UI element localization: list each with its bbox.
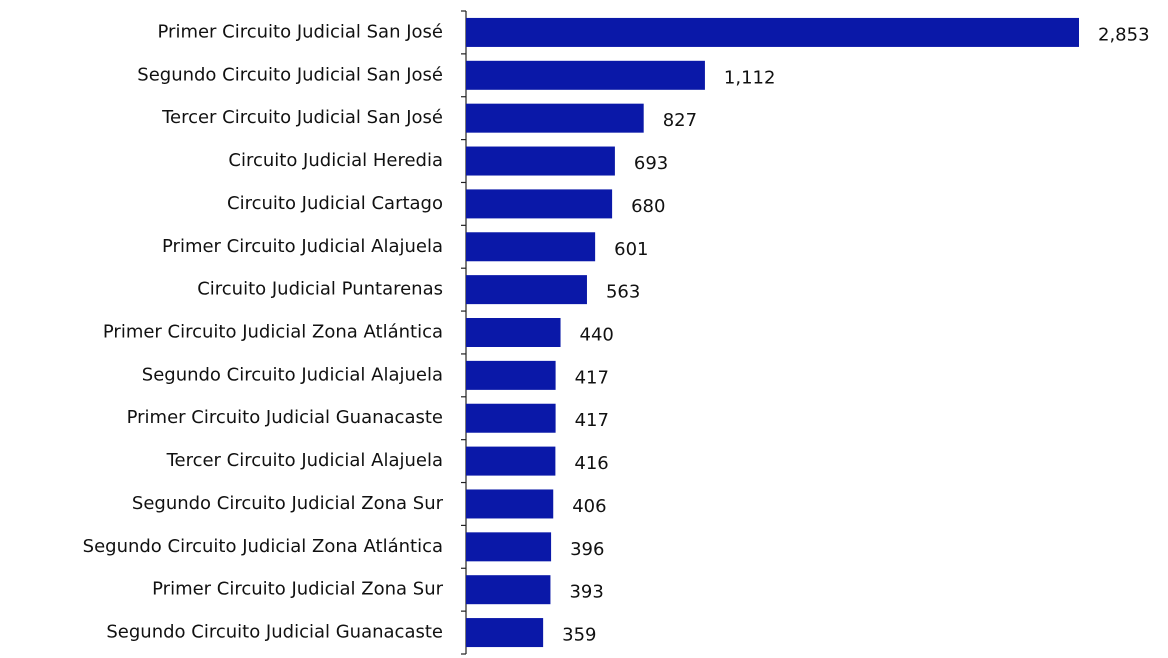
value-label: 359 bbox=[562, 625, 596, 646]
y-tick-label: Segundo Circuito Judicial San José bbox=[137, 64, 443, 85]
value-label: 563 bbox=[606, 282, 640, 303]
bar bbox=[466, 146, 615, 176]
bar bbox=[466, 532, 552, 562]
value-label: 416 bbox=[574, 453, 608, 474]
bar bbox=[466, 17, 1079, 47]
bar bbox=[466, 575, 551, 605]
value-label: 417 bbox=[575, 367, 609, 388]
y-tick-label: Primer Circuito Judicial Alajuela bbox=[162, 236, 443, 257]
value-label: 417 bbox=[575, 410, 609, 431]
bar bbox=[466, 318, 561, 347]
bar bbox=[466, 618, 544, 648]
y-tick-label: Primer Circuito Judicial Zona Sur bbox=[152, 579, 443, 600]
y-tick-label: Primer Circuito Judicial Guanacaste bbox=[127, 407, 443, 428]
bar bbox=[466, 60, 705, 90]
y-tick-label: Tercer Circuito Judicial San José bbox=[161, 107, 443, 128]
value-label: 693 bbox=[634, 153, 668, 174]
value-label: 440 bbox=[580, 325, 614, 346]
y-tick-label: Segundo Circuito Judicial Zona Sur bbox=[132, 493, 444, 514]
y-tick-label: Tercer Circuito Judicial Alajuela bbox=[166, 450, 443, 471]
value-label: 393 bbox=[569, 582, 603, 603]
y-tick-label: Primer Circuito Judicial San José bbox=[158, 21, 444, 42]
bar bbox=[466, 275, 587, 305]
bar bbox=[466, 446, 556, 476]
y-tick-label: Circuito Judicial Heredia bbox=[228, 150, 443, 171]
bar bbox=[466, 232, 596, 262]
y-tick-label: Segundo Circuito Judicial Alajuela bbox=[142, 364, 443, 385]
value-label: 396 bbox=[570, 539, 604, 560]
value-label: 680 bbox=[631, 196, 665, 217]
value-label: 2,853 bbox=[1098, 24, 1150, 45]
y-tick-label: Circuito Judicial Cartago bbox=[227, 193, 443, 214]
bar bbox=[466, 189, 613, 219]
value-label: 601 bbox=[614, 239, 648, 260]
bar bbox=[466, 489, 554, 519]
value-label: 827 bbox=[663, 110, 697, 131]
value-label: 1,112 bbox=[724, 67, 776, 88]
bar bbox=[466, 103, 644, 133]
bar bbox=[466, 403, 556, 433]
y-tick-label: Segundo Circuito Judicial Zona Atlántica bbox=[83, 536, 443, 557]
y-tick-label: Primer Circuito Judicial Zona Atlántica bbox=[103, 322, 443, 343]
bar bbox=[466, 360, 556, 390]
value-label: 406 bbox=[572, 496, 606, 517]
y-tick-label: Segundo Circuito Judicial Guanacaste bbox=[106, 622, 443, 643]
y-tick-label: Circuito Judicial Puntarenas bbox=[197, 279, 443, 300]
